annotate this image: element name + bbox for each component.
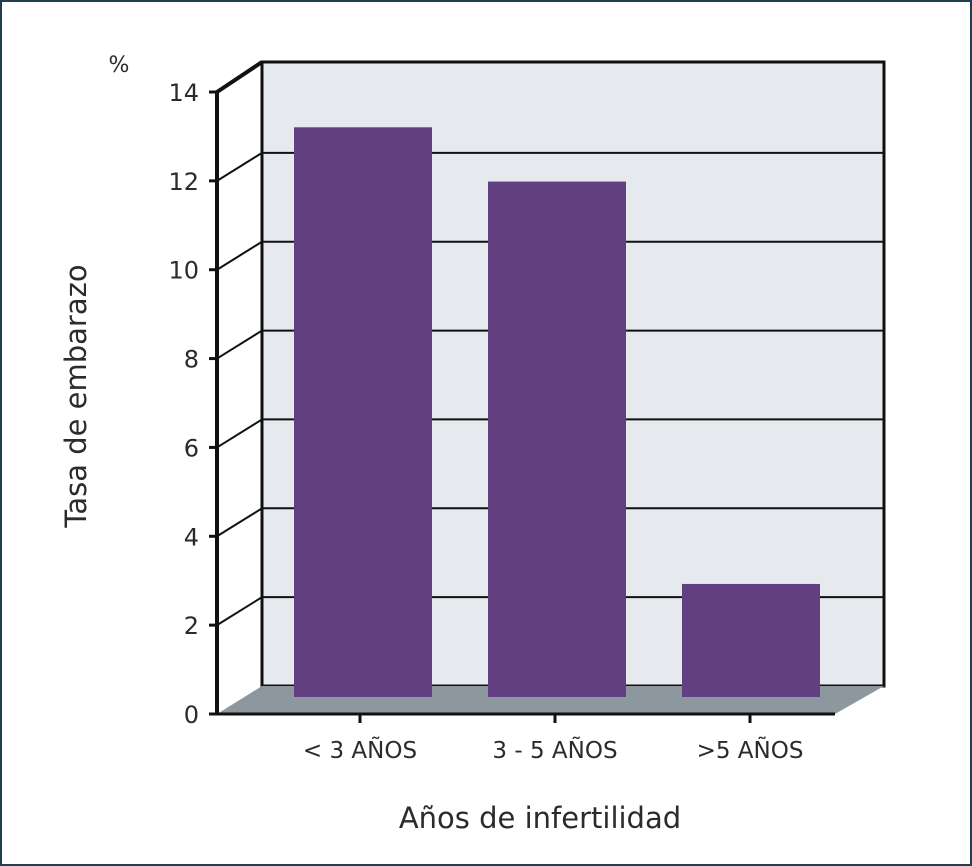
y-axis	[215, 60, 835, 716]
y-tick-label: 8	[184, 346, 199, 374]
y-tick-label: 12	[168, 168, 199, 196]
y-tick-label: 2	[184, 612, 199, 640]
x-tick-labels: < 3 AÑOS 3 - 5 AÑOS >5 AÑOS	[303, 714, 804, 764]
gridline-depth	[216, 418, 263, 449]
y-axis-top-depth	[215, 60, 264, 94]
y-tick-label: 14	[168, 79, 199, 107]
gridline-depth	[216, 596, 263, 626]
bar	[682, 583, 820, 697]
x-tick-label: 3 - 5 AÑOS	[492, 736, 617, 764]
bar	[294, 127, 432, 698]
bars	[294, 127, 820, 698]
y-tick-label: 4	[184, 523, 199, 551]
y-unit-label: %	[109, 53, 130, 78]
y-tick-labels: 0 2 4 6 8 10 12 14	[168, 79, 199, 729]
gridline-depth	[216, 152, 263, 182]
gridline-depth	[216, 329, 263, 360]
y-axis-title: Tasa de embarazo	[59, 264, 93, 528]
x-axis-title: Años de infertilidad	[399, 801, 681, 835]
gridline-depth	[216, 240, 263, 271]
gridline-depth	[216, 507, 263, 538]
x-tick-label: >5 AÑOS	[697, 736, 804, 764]
x-tick-label: < 3 AÑOS	[303, 736, 417, 764]
bar	[488, 181, 626, 698]
y-tick-label: 0	[184, 701, 199, 729]
y-tick-label: 6	[184, 434, 199, 462]
y-tick-label: 10	[168, 257, 199, 285]
